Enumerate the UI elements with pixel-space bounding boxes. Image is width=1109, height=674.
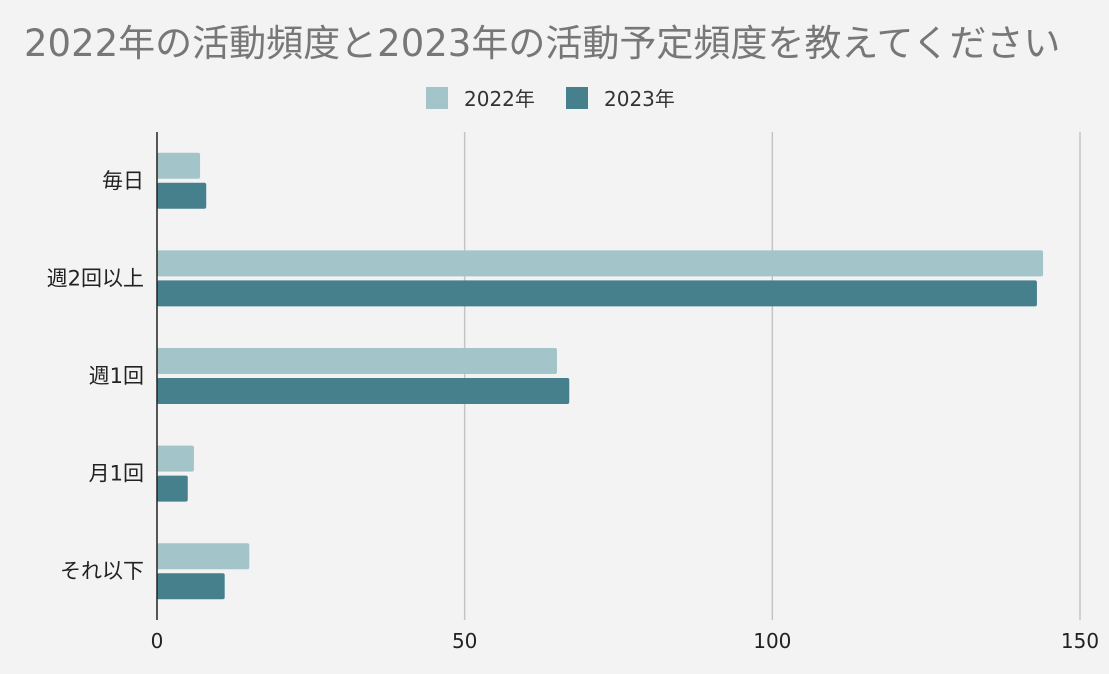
x-tick-label: 0 <box>151 629 164 653</box>
x-tick-label: 50 <box>452 629 477 653</box>
category-label: それ以下 <box>60 559 144 583</box>
bar-2023 <box>157 280 1037 307</box>
bar-2022 <box>157 348 557 374</box>
legend: 2022年 2023年 <box>426 87 675 111</box>
bar-2023 <box>157 378 570 404</box>
gridlines <box>463 132 1081 620</box>
bar-2022 <box>157 543 250 570</box>
bar-2022 <box>157 445 194 472</box>
legend-swatch-2022 <box>426 87 448 109</box>
legend-label-2023: 2023年 <box>604 87 675 111</box>
category-label: 週1回 <box>89 364 144 388</box>
category-label: 月1回 <box>89 462 144 486</box>
bar-2023 <box>157 182 207 209</box>
x-tick-label: 150 <box>1061 629 1099 653</box>
bars <box>157 152 1044 600</box>
tick-labels: 0 50 100 150 <box>151 629 1099 653</box>
category-label: 週2回以上 <box>47 266 144 290</box>
x-tick-label: 100 <box>753 629 791 653</box>
chart-title: 2022年の活動頻度と2023年の活動予定頻度を教えてください <box>24 22 1060 65</box>
legend-label-2022: 2022年 <box>464 87 535 111</box>
legend-swatch-2023 <box>566 87 588 109</box>
bar-2023 <box>157 475 188 502</box>
bar-2023 <box>157 573 225 600</box>
bar-2022 <box>157 152 201 179</box>
bar-2022 <box>157 250 1044 277</box>
category-label: 毎日 <box>102 169 144 193</box>
